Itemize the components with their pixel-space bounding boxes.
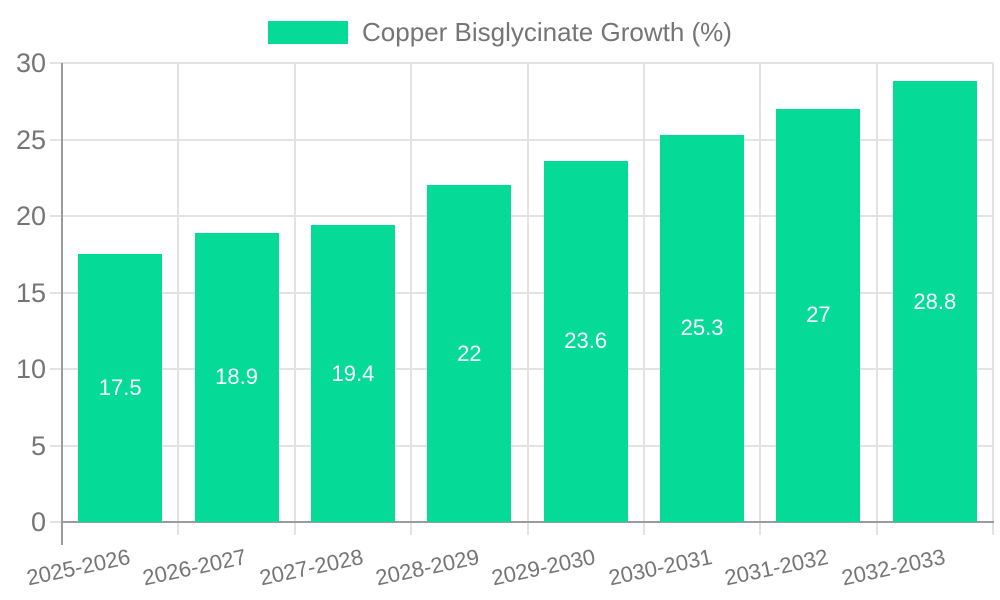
x-tick	[526, 522, 529, 535]
v-gridline	[177, 63, 180, 522]
bar-value-label: 18.9	[215, 364, 258, 390]
y-tick-label: 30	[15, 48, 46, 78]
v-gridline	[293, 63, 296, 522]
y-tick	[50, 291, 62, 294]
x-tick-label: 2026-2027	[140, 544, 249, 591]
x-tick	[410, 522, 413, 535]
bar-value-label: 28.8	[913, 288, 957, 314]
bar	[310, 225, 395, 522]
y-tick	[50, 215, 62, 217]
v-gridline	[992, 63, 994, 522]
v-gridline	[526, 63, 529, 522]
bar	[427, 185, 512, 522]
x-tick	[759, 522, 762, 535]
v-gridline	[759, 63, 762, 522]
bar	[660, 134, 745, 522]
y-tick-label: 20	[15, 201, 46, 231]
x-tick-label: 2031-2032	[722, 544, 831, 591]
x-tick	[177, 522, 180, 535]
y-axis-line	[61, 63, 63, 522]
v-gridline	[642, 63, 645, 522]
bar	[892, 81, 977, 522]
x-tick-label: 2032-2033	[838, 544, 948, 591]
legend-swatch	[268, 21, 349, 44]
bar-value-label: 17.5	[98, 375, 142, 401]
bar-value-label: 27	[806, 302, 831, 328]
bar	[194, 232, 279, 522]
y-tick-label: 5	[30, 430, 46, 461]
v-gridline	[410, 63, 413, 522]
x-tick-label: 2030-2031	[606, 544, 715, 591]
y-tick-label: 10	[15, 354, 46, 384]
bar	[776, 108, 861, 522]
bar-value-label: 25.3	[680, 315, 724, 341]
bar-value-label: 19.4	[331, 360, 375, 386]
bar	[78, 254, 163, 522]
y-tick	[50, 521, 62, 523]
x-tick	[642, 522, 645, 535]
y-tick	[50, 368, 62, 370]
x-axis-line	[61, 521, 994, 523]
legend-label: Copper Bisglycinate Growth (%)	[362, 17, 732, 47]
x-tick-label: 2028-2029	[373, 544, 482, 591]
x-tick-label: 2025-2026	[24, 544, 133, 591]
bar-value-label: 23.6	[564, 328, 608, 354]
bar-value-label: 22	[457, 340, 482, 366]
v-gridline	[875, 63, 878, 522]
y-tick-label: 15	[15, 277, 46, 308]
x-tick	[875, 522, 878, 535]
x-tick	[61, 522, 63, 545]
x-tick	[992, 522, 994, 535]
y-tick-label: 0	[30, 507, 46, 537]
x-tick-label: 2027-2028	[257, 544, 366, 591]
bar	[543, 160, 628, 522]
chart-legend[interactable]: Copper Bisglycinate Growth (%)	[0, 19, 1000, 46]
y-tick	[50, 138, 62, 141]
y-tick	[50, 444, 62, 447]
y-tick	[50, 62, 62, 64]
x-tick-label: 2029-2030	[489, 544, 598, 591]
x-tick	[293, 522, 296, 535]
y-tick-label: 25	[15, 124, 46, 155]
